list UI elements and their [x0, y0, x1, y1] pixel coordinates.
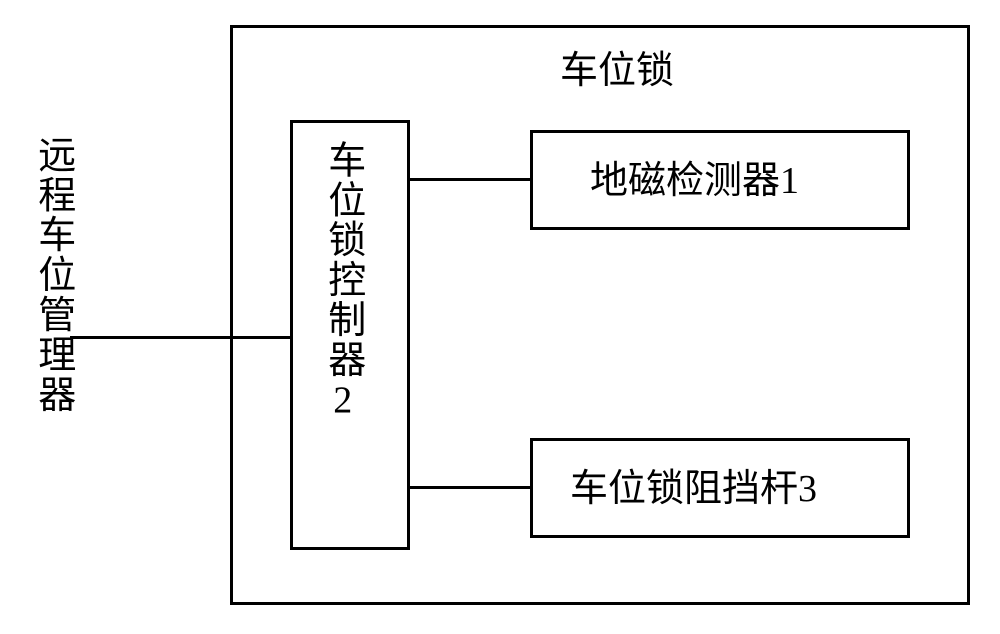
parking-lock-title: 车位锁: [560, 50, 674, 94]
barrier-label: 车位锁阻挡杆3: [570, 468, 817, 512]
diagram-canvas: 远程车位管理器 车位锁 车位锁控制器2 地磁检测器1 车位锁阻挡杆3: [0, 0, 1000, 634]
connector-controller-to-barrier: [410, 486, 530, 489]
remote-manager-label: 远程车位管理器: [30, 135, 74, 414]
controller-label: 车位锁控制器2: [320, 140, 364, 423]
detector-label: 地磁检测器1: [590, 160, 799, 204]
connector-remote-to-controller: [70, 336, 290, 339]
connector-controller-to-detector: [410, 178, 530, 181]
